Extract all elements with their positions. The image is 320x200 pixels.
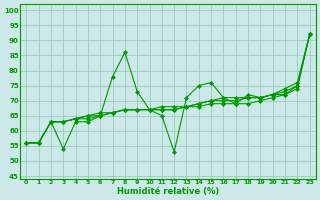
X-axis label: Humidité relative (%): Humidité relative (%)	[117, 187, 219, 196]
